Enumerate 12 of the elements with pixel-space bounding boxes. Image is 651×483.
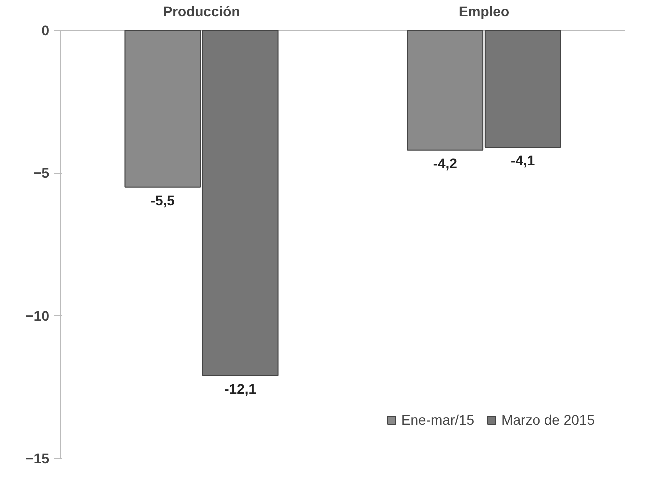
legend-label: Ene-mar/15: [401, 412, 475, 428]
x-tick-label: Producción: [163, 4, 240, 20]
y-tick-label: −10: [26, 308, 50, 324]
y-tick-label: −15: [26, 450, 50, 466]
data-label: -5,5: [150, 192, 176, 208]
data-label: -4,1: [511, 152, 536, 168]
y-tick-label: 0: [42, 22, 50, 38]
y-tick-label: −5: [34, 165, 50, 182]
data-label: -4,2: [433, 155, 458, 172]
x-tick-label: Empleo: [458, 4, 510, 20]
legend-label: Marzo de 2015: [502, 412, 595, 428]
data-label: -12,1: [224, 380, 257, 397]
